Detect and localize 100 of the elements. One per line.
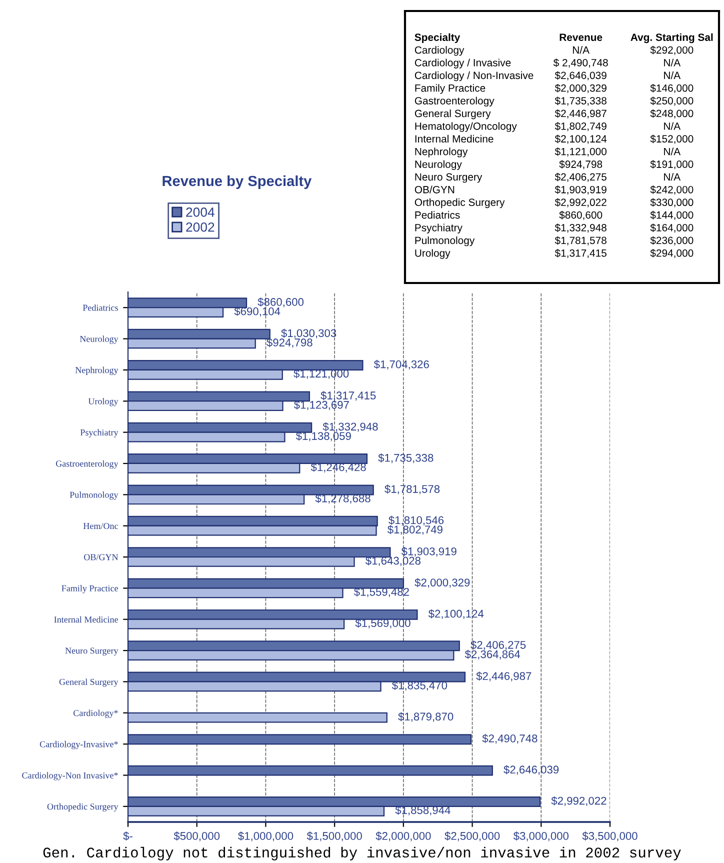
text: OB/GYN xyxy=(414,186,454,194)
text: Revenue xyxy=(560,34,602,41)
x-tick-label: $1,000,000 xyxy=(238,832,294,842)
text: Cardiology / Non-Invasive xyxy=(414,71,534,82)
text: N/A xyxy=(664,172,681,181)
text: $ 2,490,748 xyxy=(553,58,608,68)
y-tick-label: Pulmonology xyxy=(70,492,118,500)
text: $1,317,415 xyxy=(554,248,606,258)
data-label: $1,030,303 xyxy=(281,328,336,338)
text: Hematology/Oncology xyxy=(415,122,517,132)
data-label: $1,781,578 xyxy=(384,484,440,494)
text: Nephrology xyxy=(415,148,468,158)
data-label: $1,246,428 xyxy=(310,462,366,472)
y-tick-label: Orthopedic Surgery xyxy=(47,803,118,812)
y-tick-label: Neurology xyxy=(80,336,118,344)
text: Orthopedic Surgery xyxy=(414,198,505,208)
y-tick-label: Nephrology xyxy=(75,366,118,376)
text: $294,000 xyxy=(650,248,694,258)
text: $2,000,329 xyxy=(554,84,606,93)
text: $144,000 xyxy=(650,210,694,220)
text: $292,000 xyxy=(650,46,694,55)
text: Neuro Surgery xyxy=(415,173,482,183)
y-tick-label: Pediatrics xyxy=(82,304,118,311)
text: $2,100,124 xyxy=(554,134,607,144)
y-tick-label: General Surgery xyxy=(59,678,118,687)
text: N/A xyxy=(573,46,590,54)
text: $2,406,275 xyxy=(554,172,606,182)
data-label: $1,123,697 xyxy=(294,400,349,410)
data-label: $924,798 xyxy=(266,338,312,348)
text: N/A xyxy=(664,122,681,130)
text: Cardiology xyxy=(414,46,464,56)
text: Specialty xyxy=(414,33,460,44)
data-label: $2,000,329 xyxy=(414,578,470,588)
text: $1,781,578 xyxy=(554,236,606,246)
x-tick-label: $3,500,000 xyxy=(582,832,638,842)
data-label: $1,317,415 xyxy=(320,391,376,401)
data-label: $1,121,000 xyxy=(294,369,349,379)
text: Neurology xyxy=(415,160,462,170)
y-tick-label: Urology xyxy=(88,398,118,406)
y-tick-label: Internal Medicine xyxy=(54,616,118,623)
text: $248,000 xyxy=(650,109,694,118)
text: Internal Medicine xyxy=(415,134,494,143)
data-label: $1,802,749 xyxy=(387,525,442,535)
text: $924,798 xyxy=(559,160,602,170)
x-tick-label: $- xyxy=(123,832,132,841)
text: $1,121,000 xyxy=(554,147,606,156)
data-label: $1,879,870 xyxy=(398,712,454,722)
text: Gastroenterology xyxy=(414,96,494,107)
text: $164,000 xyxy=(650,224,694,233)
x-tick-label: $2,500,000 xyxy=(444,832,500,842)
data-label: $2,646,039 xyxy=(504,765,559,775)
x-tick-label: $3,000,000 xyxy=(513,832,569,842)
data-label: $1,332,948 xyxy=(322,422,378,432)
text: $152,000 xyxy=(650,134,694,144)
y-tick-label: Family Practice xyxy=(62,585,118,594)
data-label: $860,600 xyxy=(258,298,304,308)
data-label: $2,992,022 xyxy=(551,796,606,806)
text: $860,600 xyxy=(559,210,602,220)
text: $1,903,919 xyxy=(554,186,606,195)
x-tick-label: $500,000 xyxy=(174,832,220,842)
text: General Surgery xyxy=(414,110,491,120)
data-label: $1,735,338 xyxy=(378,453,434,464)
data-label: $1,704,326 xyxy=(374,360,429,370)
data-label: $1,858,944 xyxy=(395,806,450,816)
data-label: $2,406,275 xyxy=(470,640,526,650)
text: Avg. Starting Sal xyxy=(630,33,713,44)
data-label: $1,569,000 xyxy=(355,618,410,628)
y-tick-label: Gastroenterology xyxy=(56,460,118,469)
data-label: $1,810,546 xyxy=(388,516,444,526)
data-label: $2,100,124 xyxy=(428,609,484,619)
text: Pulmonology xyxy=(415,236,475,246)
text: $1,802,749 xyxy=(554,122,606,132)
text: Gen. Cardiology not distinguished by invasive/non invasive in 2002 survey xyxy=(43,846,681,860)
text: N/A xyxy=(664,148,681,156)
data-label: $1,903,919 xyxy=(401,546,456,557)
text: N/A xyxy=(664,71,681,80)
text: Urology xyxy=(415,249,450,259)
legend-label: 2002 xyxy=(186,222,214,232)
text: $1,332,948 xyxy=(554,224,606,233)
x-tick-label: $2,000,000 xyxy=(376,832,431,842)
text: Psychiatry xyxy=(415,224,462,234)
x-tick-label: $1,500,000 xyxy=(306,832,362,842)
text: $1,735,338 xyxy=(554,96,606,106)
text: $236,000 xyxy=(650,236,694,246)
data-label: $1,559,482 xyxy=(354,588,409,598)
legend-label: 2004 xyxy=(186,208,214,217)
text: $146,000 xyxy=(650,84,694,93)
data-label: $1,643,028 xyxy=(366,556,421,566)
y-tick-label: Cardiology-Invasive* xyxy=(40,740,118,750)
text: $2,446,987 xyxy=(554,109,606,118)
chart-title: Revenue by Specialty xyxy=(162,175,312,190)
text: $242,000 xyxy=(650,186,694,195)
data-label: $1,138,059 xyxy=(296,432,351,442)
text: $2,646,039 xyxy=(554,71,606,80)
data-label: $2,364,864 xyxy=(464,650,520,660)
data-label: $2,490,748 xyxy=(482,734,538,744)
data-label: $690,104 xyxy=(234,306,280,317)
y-tick-label: OB/GYN xyxy=(84,554,118,560)
y-tick-label: Psychiatry xyxy=(80,429,118,438)
data-label: $2,446,987 xyxy=(476,672,532,682)
